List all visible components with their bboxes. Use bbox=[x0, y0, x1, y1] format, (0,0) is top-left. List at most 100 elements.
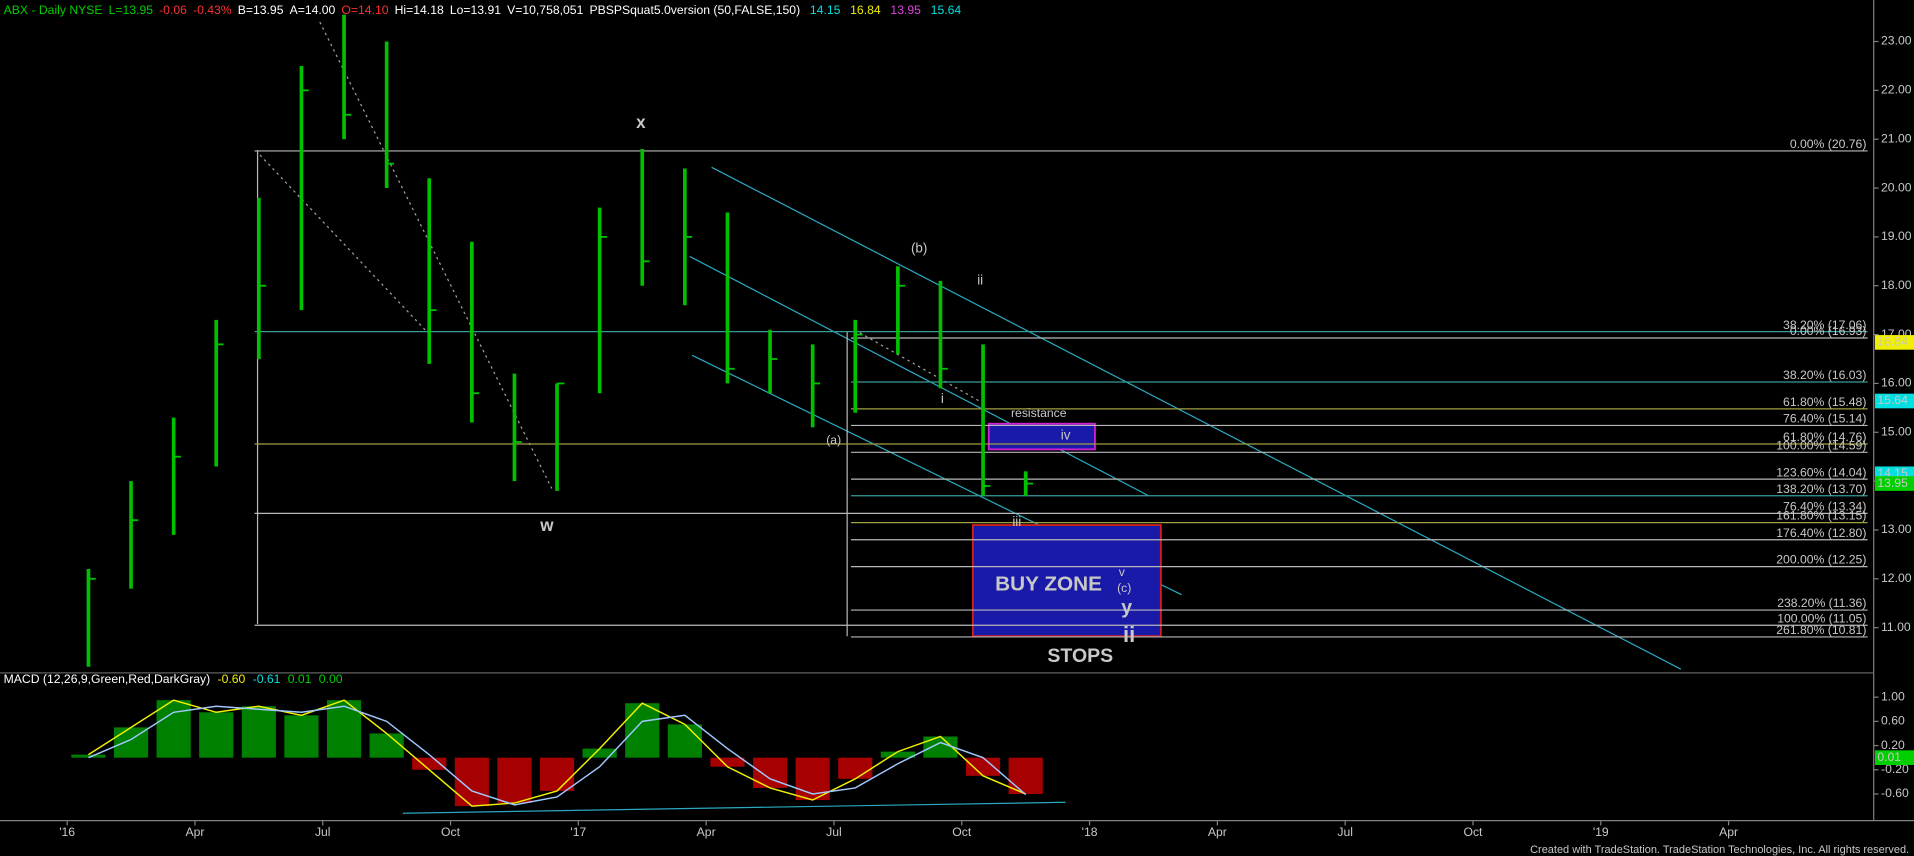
macd-title: MACD (12,26,9,Green,Red,DarkGray) bbox=[4, 672, 211, 686]
macd-histogram bbox=[412, 757, 447, 770]
y-tick-label: 20.00 bbox=[1881, 180, 1912, 194]
x-tick-label: '17 bbox=[570, 825, 586, 839]
macd-histogram bbox=[965, 757, 1001, 776]
price-box-label: 16.84 bbox=[1877, 335, 1908, 349]
y-tick-label: 0.20 bbox=[1881, 738, 1905, 752]
fib-label: 238.20% (11.36) bbox=[1777, 596, 1866, 610]
indicator-value: 14.15 bbox=[810, 3, 841, 17]
macd-line bbox=[88, 705, 1027, 806]
x-tick-label: Oct bbox=[952, 825, 972, 839]
macd-histogram bbox=[369, 733, 404, 758]
macd-histogram bbox=[582, 748, 617, 758]
wave-label: i bbox=[941, 391, 944, 406]
fib-label: 261.80% (10.81) bbox=[1776, 623, 1866, 637]
macd-histogram bbox=[156, 700, 191, 758]
macd-histogram bbox=[667, 724, 702, 758]
macd-value: 0.01 bbox=[288, 672, 312, 686]
y-tick-label: 23.00 bbox=[1881, 34, 1912, 48]
macd-header: MACD (12,26,9,Green,Red,DarkGray) -0.60 -0… bbox=[4, 672, 343, 686]
macd-histogram bbox=[241, 706, 276, 758]
macd-histogram bbox=[710, 757, 745, 767]
quote-item: -0.43% bbox=[193, 3, 232, 17]
x-tick-label: Jul bbox=[826, 825, 842, 839]
macd-value: 0.00 bbox=[319, 672, 343, 686]
fib-label: 61.80% (14.76) bbox=[1783, 430, 1866, 444]
indicator-value: 13.95 bbox=[890, 3, 921, 17]
x-tick-label: Oct bbox=[1463, 825, 1483, 839]
wave-label: iii bbox=[1012, 514, 1021, 529]
macd-box bbox=[1874, 750, 1914, 765]
quote-item: B=13.95 bbox=[238, 3, 284, 17]
x-tick-label: Oct bbox=[441, 825, 461, 839]
y-tick-label: 1.00 bbox=[1881, 689, 1905, 703]
y-tick-label: -0.60 bbox=[1881, 786, 1909, 800]
macd-histogram bbox=[838, 757, 873, 779]
indicator-value: 16.84 bbox=[850, 3, 881, 17]
fib-label: 38.20% (16.03) bbox=[1783, 368, 1866, 382]
y-tick-label: 0.60 bbox=[1881, 714, 1905, 728]
x-tick-label: Jul bbox=[1337, 825, 1353, 839]
y-tick-label: -0.20 bbox=[1881, 762, 1909, 776]
quote-item: O=14.10 bbox=[341, 3, 388, 17]
channel-line bbox=[689, 255, 1149, 497]
macd-histogram bbox=[497, 757, 532, 804]
resistance-box bbox=[987, 422, 1096, 451]
x-tick-label: '16 bbox=[59, 825, 75, 839]
wave-label: (c) bbox=[1117, 581, 1131, 595]
x-tick-label: Jul bbox=[315, 825, 331, 839]
x-tick-label: Apr bbox=[697, 825, 716, 839]
macd-histogram bbox=[199, 712, 234, 758]
x-tick-label: Apr bbox=[1719, 825, 1738, 839]
wave-label: STOPS bbox=[1047, 645, 1113, 667]
dotted-line bbox=[854, 329, 983, 404]
y-tick-label: 11.00 bbox=[1881, 620, 1911, 634]
quote-item: -0.06 bbox=[159, 3, 187, 17]
wave-label: iv bbox=[1061, 427, 1071, 442]
macd-histogram bbox=[454, 757, 489, 807]
quote-item: PBSPSquat5.0version (50,FALSE,150) bbox=[589, 3, 800, 17]
price-box-label: 13.95 bbox=[1877, 476, 1908, 490]
y-tick-label: 21.00 bbox=[1881, 131, 1912, 145]
quote-item: A=14.00 bbox=[290, 3, 336, 17]
y-tick-label: 13.00 bbox=[1881, 522, 1912, 536]
header: ABX - Daily NYSE L=13.95 -0.06 -0.43% B=13.9… bbox=[4, 3, 962, 17]
wave-label: ii bbox=[977, 272, 983, 287]
quote-item: L=13.95 bbox=[109, 3, 154, 17]
price-box-label: 15.64 bbox=[1877, 393, 1908, 407]
fib-label: 0.00% (16.93) bbox=[1790, 324, 1867, 338]
y-tick-label: 18.00 bbox=[1881, 278, 1912, 292]
x-tick-label: '18 bbox=[1082, 825, 1098, 839]
quote-item: Lo=13.91 bbox=[450, 3, 501, 17]
x-tick-label: Apr bbox=[185, 825, 204, 839]
wave-label: v bbox=[1119, 565, 1126, 579]
macd-histogram bbox=[625, 703, 660, 758]
quote-item: V=10,758,051 bbox=[507, 3, 583, 17]
fib-label: 76.40% (13.34) bbox=[1783, 499, 1866, 513]
wave-label: BUY ZONE bbox=[995, 572, 1102, 595]
wave-label: (b) bbox=[911, 241, 927, 256]
macd-histogram bbox=[923, 736, 958, 758]
wave-label: resistance bbox=[1011, 406, 1067, 420]
fib-label: 61.80% (15.48) bbox=[1783, 395, 1866, 409]
wave-label: y bbox=[1121, 596, 1132, 618]
fib-label: 76.40% (15.14) bbox=[1783, 412, 1866, 426]
divergence-line bbox=[402, 801, 1066, 814]
fib-label: 0.00% (20.76) bbox=[1790, 137, 1867, 151]
wave-label: (a) bbox=[826, 433, 841, 447]
fib-label: 38.20% (17.06) bbox=[1783, 318, 1866, 332]
indicator-value: 15.64 bbox=[931, 3, 962, 17]
fib-label: 200.00% (12.25) bbox=[1776, 553, 1866, 567]
fib-label: 100.00% (11.05) bbox=[1777, 611, 1866, 625]
macd-value: -0.61 bbox=[253, 672, 281, 686]
x-tick-label: '19 bbox=[1593, 825, 1609, 839]
macd-histogram bbox=[880, 751, 915, 758]
quote-item: Hi=14.18 bbox=[395, 3, 444, 17]
dotted-line bbox=[259, 154, 428, 333]
macd-histogram bbox=[539, 757, 575, 791]
buy-zone-box bbox=[971, 524, 1162, 638]
wave-label: ii bbox=[1123, 622, 1135, 647]
y-tick-label: 12.00 bbox=[1881, 571, 1912, 585]
